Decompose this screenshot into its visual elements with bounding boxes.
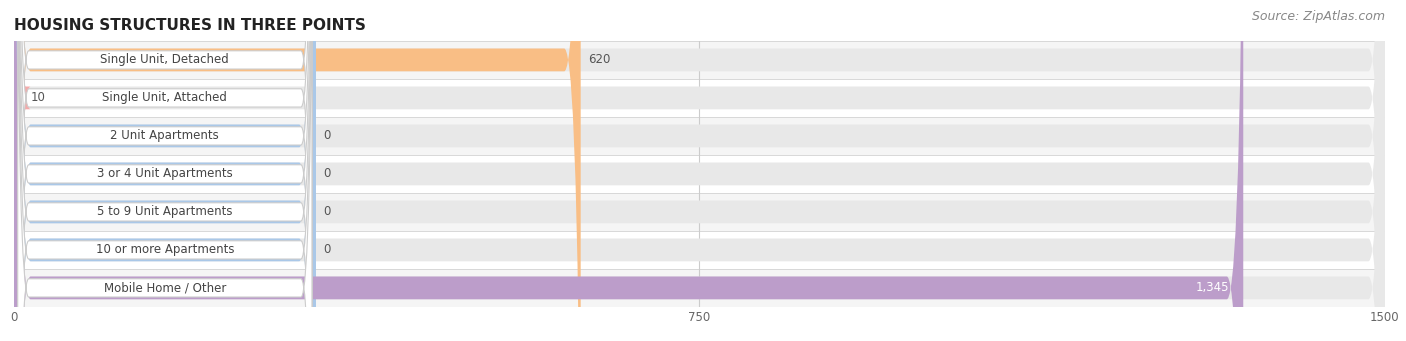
FancyBboxPatch shape [14, 0, 315, 341]
Bar [14, 193, 1385, 231]
Text: 0: 0 [323, 167, 330, 180]
FancyBboxPatch shape [14, 0, 1385, 341]
Text: Single Unit, Detached: Single Unit, Detached [100, 54, 229, 66]
FancyBboxPatch shape [7, 0, 31, 341]
Bar [14, 41, 1385, 79]
Text: 2 Unit Apartments: 2 Unit Apartments [111, 130, 219, 143]
FancyBboxPatch shape [14, 0, 315, 341]
Bar [14, 269, 1385, 307]
FancyBboxPatch shape [14, 0, 1385, 341]
FancyBboxPatch shape [14, 0, 1385, 341]
FancyBboxPatch shape [14, 0, 1243, 341]
FancyBboxPatch shape [18, 0, 312, 341]
FancyBboxPatch shape [18, 0, 312, 341]
Text: Single Unit, Attached: Single Unit, Attached [103, 91, 228, 104]
FancyBboxPatch shape [18, 0, 312, 341]
Text: Source: ZipAtlas.com: Source: ZipAtlas.com [1251, 10, 1385, 23]
Text: Mobile Home / Other: Mobile Home / Other [104, 281, 226, 294]
Text: 0: 0 [323, 243, 330, 256]
Text: 0: 0 [323, 130, 330, 143]
FancyBboxPatch shape [14, 0, 1385, 341]
FancyBboxPatch shape [18, 0, 312, 341]
FancyBboxPatch shape [14, 0, 581, 341]
FancyBboxPatch shape [18, 0, 312, 341]
Bar [14, 231, 1385, 269]
Bar [14, 117, 1385, 155]
FancyBboxPatch shape [18, 0, 312, 341]
Bar [14, 155, 1385, 193]
Text: 10: 10 [31, 91, 45, 104]
Text: 0: 0 [323, 205, 330, 218]
FancyBboxPatch shape [14, 0, 1385, 341]
Bar [14, 79, 1385, 117]
Text: 5 to 9 Unit Apartments: 5 to 9 Unit Apartments [97, 205, 232, 218]
FancyBboxPatch shape [18, 0, 312, 341]
Text: 1,345: 1,345 [1197, 281, 1229, 294]
Text: 10 or more Apartments: 10 or more Apartments [96, 243, 235, 256]
Text: HOUSING STRUCTURES IN THREE POINTS: HOUSING STRUCTURES IN THREE POINTS [14, 18, 366, 33]
FancyBboxPatch shape [14, 0, 315, 341]
FancyBboxPatch shape [14, 0, 315, 341]
Text: 3 or 4 Unit Apartments: 3 or 4 Unit Apartments [97, 167, 233, 180]
Text: 620: 620 [588, 54, 610, 66]
FancyBboxPatch shape [14, 0, 1385, 341]
FancyBboxPatch shape [14, 0, 1385, 341]
